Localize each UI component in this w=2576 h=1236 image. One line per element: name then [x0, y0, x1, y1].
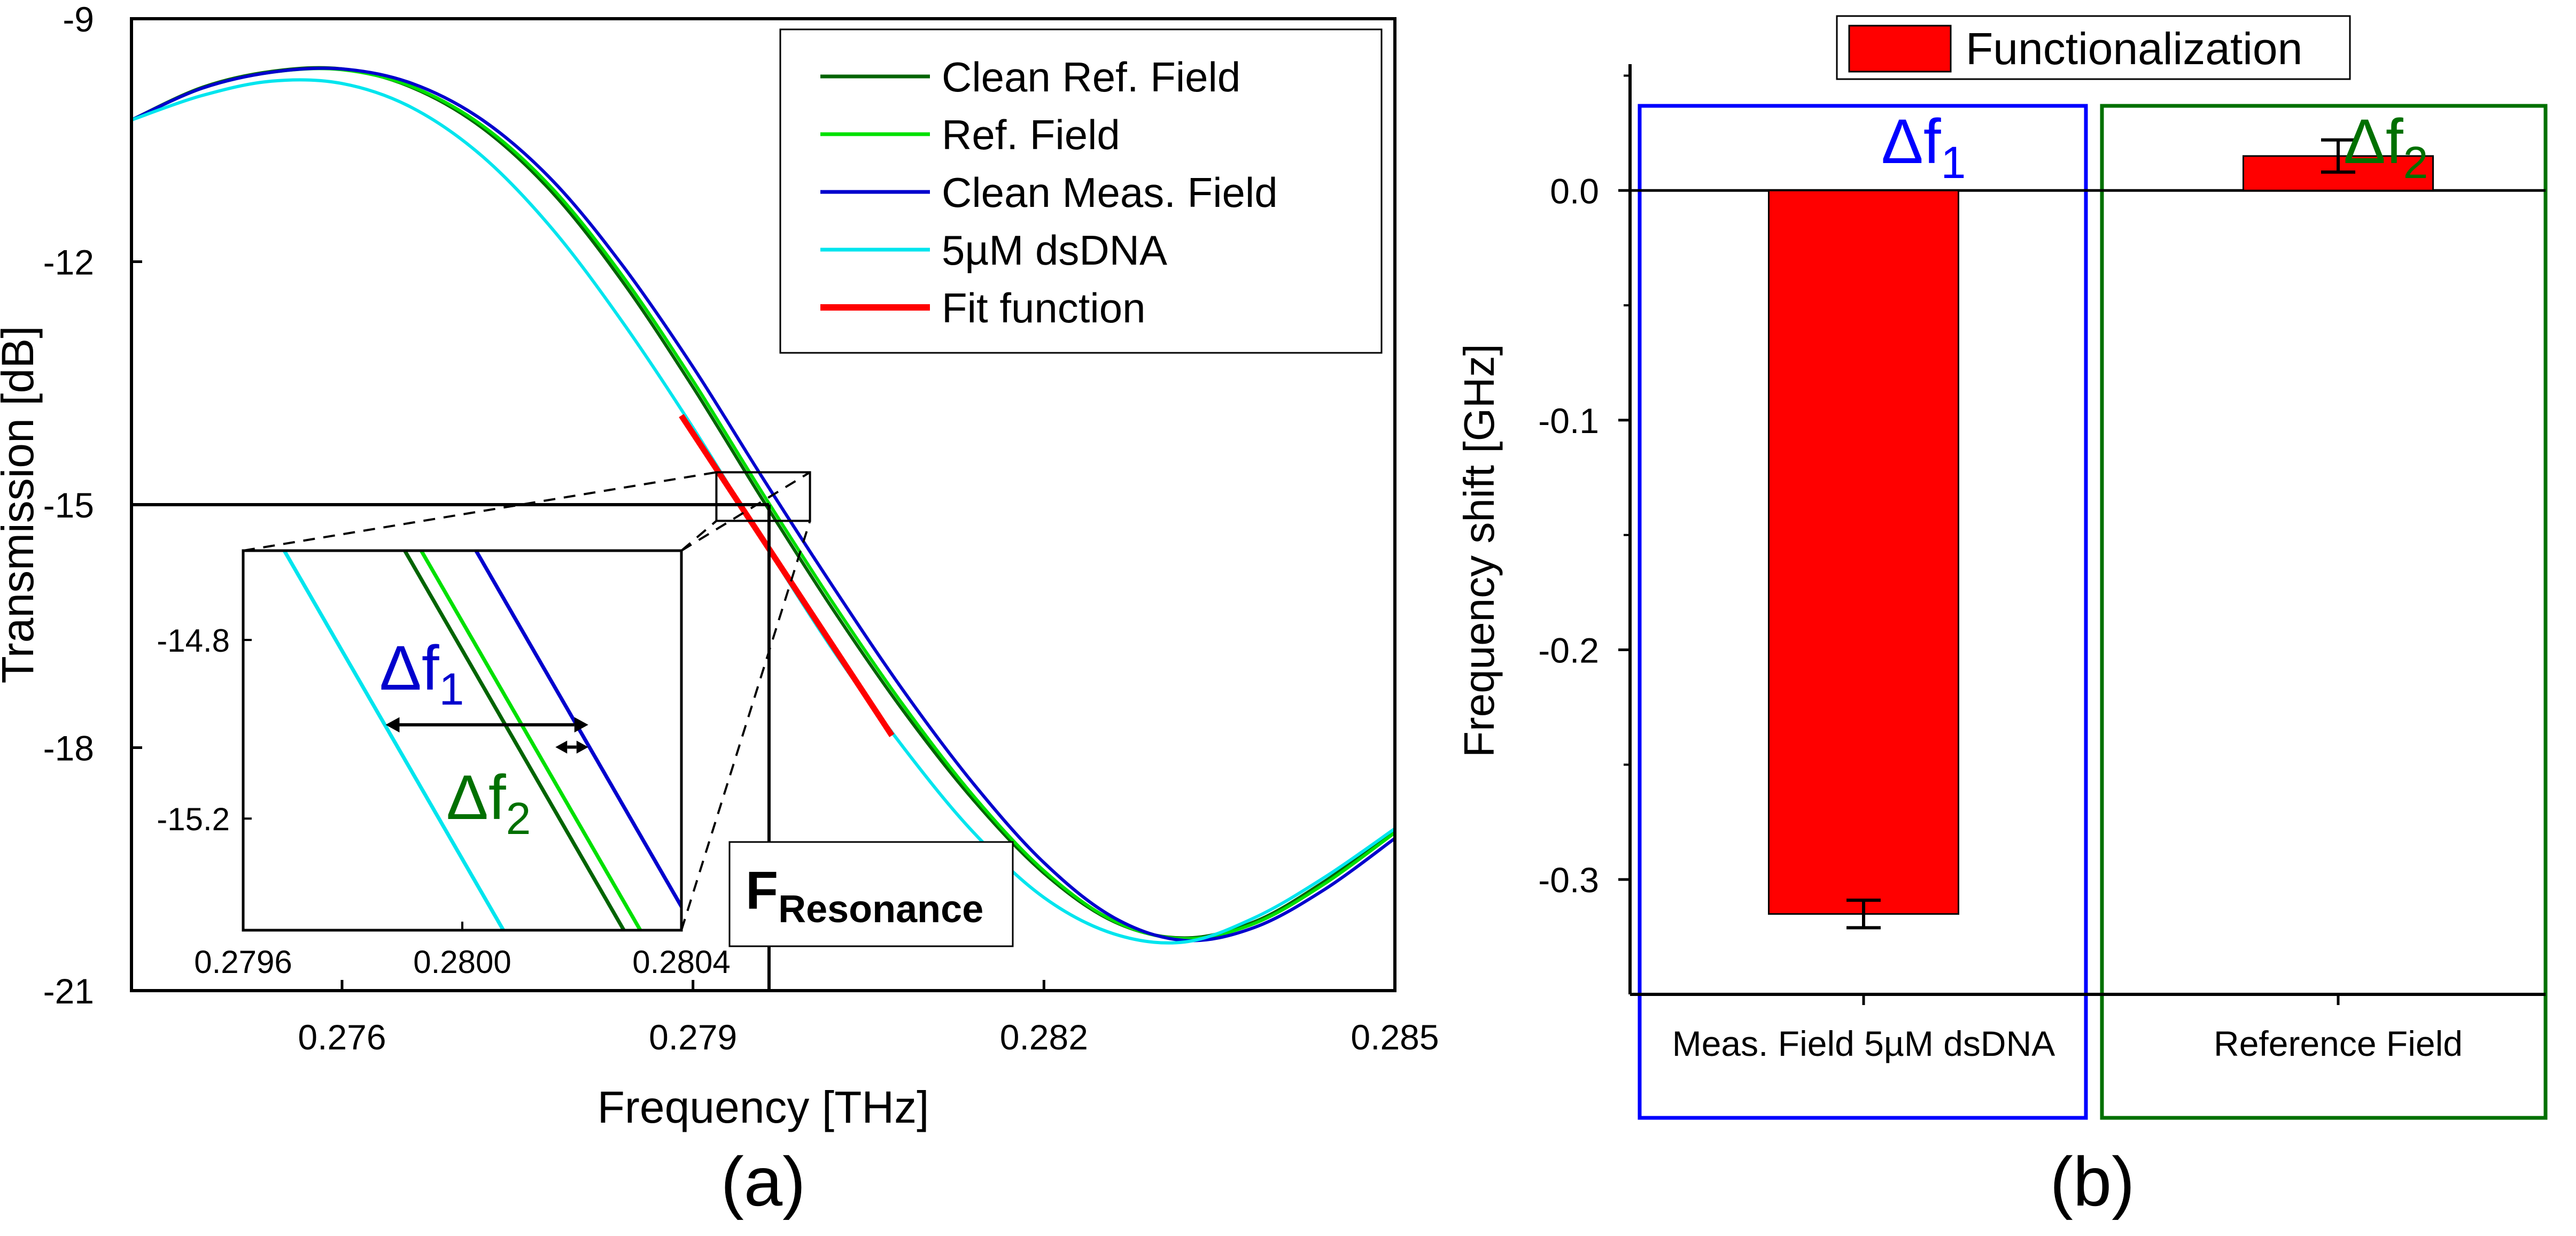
zoom-connector	[680, 471, 811, 552]
inset-line-5-m-dsdna	[282, 551, 505, 930]
x-tick-label: 0.276	[298, 1017, 386, 1057]
series-line-fit-function	[679, 414, 895, 737]
zoom-connector	[680, 520, 717, 552]
zoom-connector-lines	[243, 471, 811, 931]
legend-swatch-functionalization	[1848, 25, 1952, 73]
y-axis-label: Transmission [dB]	[0, 326, 43, 683]
panel-b-label: (b)	[2050, 1142, 2135, 1220]
y-tick-label: -12	[43, 243, 94, 282]
error-bar-reference-field	[2321, 138, 2355, 174]
inset-line-ref-field	[420, 551, 642, 930]
delta-f1-arrow-head-right	[574, 717, 588, 733]
category-label-meas-field: Meas. Field 5µM dsDNA	[1672, 1024, 2055, 1063]
b-y-tick-label: -0.3	[1538, 860, 1599, 900]
reference-field-box	[2100, 104, 2548, 1120]
bar-meas-field	[1768, 189, 1959, 915]
panel-a-label: (a)	[721, 1142, 806, 1220]
legend-label-functionalization: Functionalization	[1966, 24, 2302, 74]
zoom-connector	[680, 520, 811, 931]
x-tick-label: 0.285	[1351, 1017, 1439, 1057]
panel-a-line-chart: 0.276 0.279 0.282 0.285 -9 -12 -15 -18 -21 Clean…	[0, 0, 1439, 1220]
inset-delta-f2-label: Δf2	[446, 762, 531, 844]
delta-f2-label: Δf2	[2344, 106, 2428, 188]
delta-f1-label: Δf1	[1881, 106, 1966, 188]
resonance-label-box	[728, 841, 1014, 947]
legend-label-clean-meas-field: Clean Meas. Field	[942, 169, 1278, 216]
legend-label-ref-field: Ref. Field	[942, 111, 1120, 158]
zoom-region-box	[715, 471, 811, 522]
y-tick-label: -21	[43, 971, 94, 1011]
measurement-field-box	[1638, 104, 2088, 1120]
panel-b-bar-chart: 0.0 -0.1 -0.2 -0.3 Meas. Field 5µM dsDNA Re…	[1455, 15, 2548, 1220]
delta-f1-arrow-head-left	[385, 717, 400, 733]
y-tick-label: -18	[43, 729, 94, 768]
inset-line-clean-ref-field	[403, 551, 626, 930]
inset-delta-f1-label: Δf1	[379, 633, 464, 714]
inset-x-tick-label: 0.2796	[194, 944, 292, 980]
category-label-reference-field: Reference Field	[2214, 1024, 2463, 1063]
inset-x-tick-label: 0.2804	[632, 944, 731, 980]
b-y-tick-label: -0.2	[1538, 631, 1599, 670]
x-axis-label: Frequency [THz]	[598, 1082, 929, 1132]
legend-label-clean-ref-field: Clean Ref. Field	[942, 53, 1240, 101]
legend-label-5-m-dsdna: 5µM dsDNA	[942, 227, 1167, 274]
b-y-tick-label: -0.1	[1538, 401, 1599, 441]
inset-y-tick-label: -15.2	[157, 801, 230, 837]
resonance-label: FResonance	[746, 861, 983, 931]
inset-line-clean-meas-field	[474, 551, 681, 910]
series-line-clean-meas-field	[131, 66, 1395, 943]
frequency-shift-arrows	[385, 717, 588, 754]
x-tick-label: 0.279	[649, 1017, 737, 1057]
x-tick-label: 0.282	[1000, 1017, 1088, 1057]
legend-label-fit-function: Fit function	[942, 284, 1146, 331]
panel-b-y-axis-label: Frequency shift [GHz]	[1455, 344, 1503, 758]
y-tick-label: -15	[43, 485, 94, 525]
b-y-tick-label: 0.0	[1550, 171, 1599, 211]
inset-background	[243, 551, 681, 930]
inset-x-tick-label: 0.2800	[413, 944, 511, 980]
y-tick-label: -9	[63, 0, 94, 39]
error-bar-meas-field	[1846, 898, 1881, 930]
delta-f2-arrow-head-right	[576, 740, 588, 754]
inset-y-tick-label: -14.8	[157, 623, 230, 659]
delta-f2-arrow-head-left	[555, 740, 568, 754]
